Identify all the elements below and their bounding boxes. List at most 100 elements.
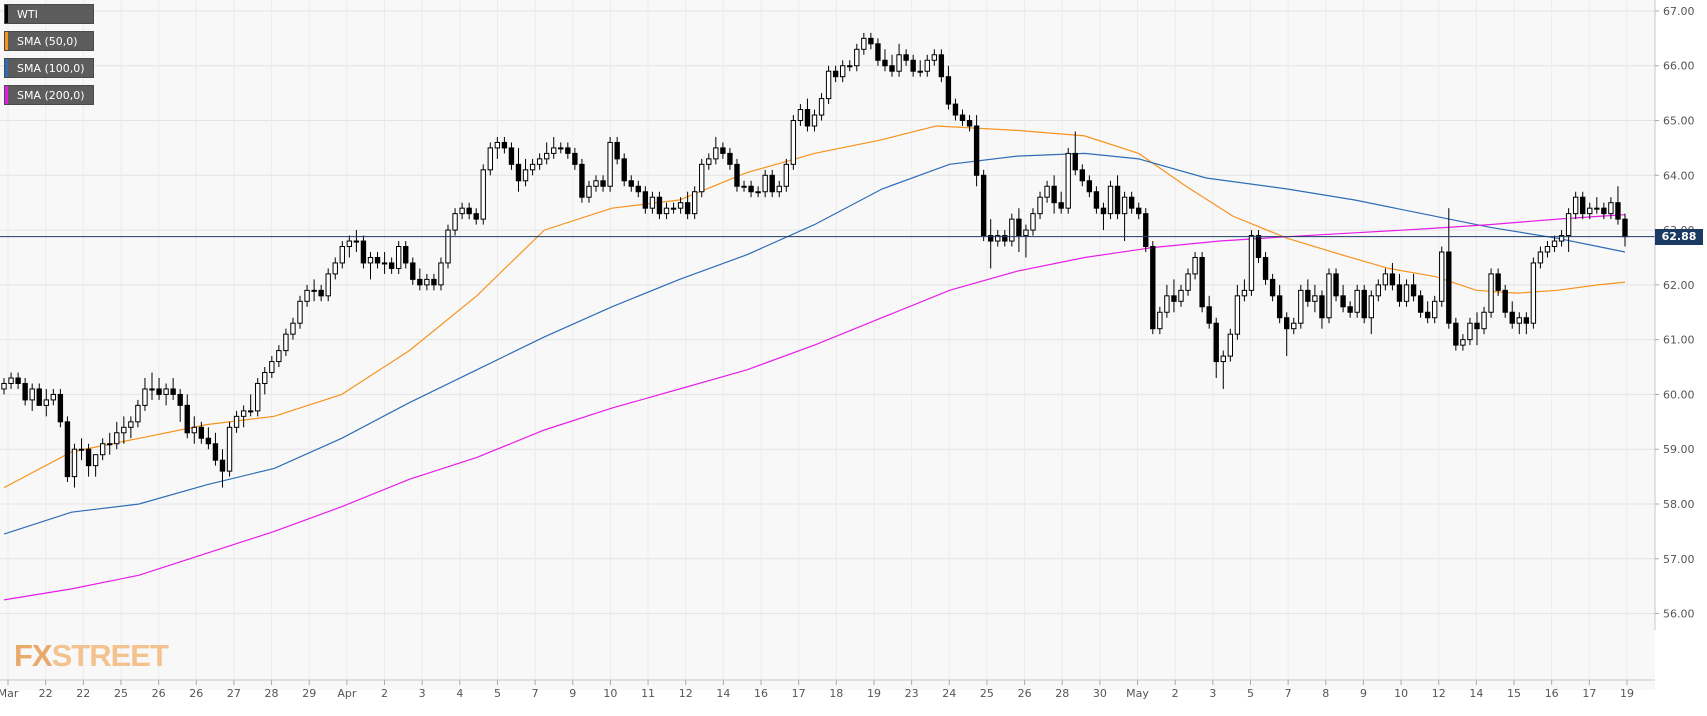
logo-street: STREET bbox=[51, 638, 169, 673]
candle-body bbox=[1544, 246, 1551, 253]
candle-body bbox=[114, 432, 120, 445]
x-tick-label: 22 bbox=[39, 687, 53, 700]
candle-body bbox=[600, 180, 606, 187]
legend-swatch bbox=[5, 32, 8, 50]
candle-body bbox=[854, 48, 860, 67]
candle-body bbox=[1319, 295, 1325, 319]
candle-body bbox=[818, 98, 825, 116]
candle-body bbox=[1227, 333, 1234, 357]
candle-body bbox=[1009, 218, 1015, 242]
candle-body bbox=[1079, 169, 1086, 182]
y-axis: 56.0057.0058.0059.0060.0061.0062.0063.00… bbox=[1654, 0, 1695, 630]
x-tick-label: 24 bbox=[942, 687, 956, 700]
x-tick-label: 5 bbox=[494, 687, 501, 700]
candle-body bbox=[593, 180, 599, 187]
x-tick-label: 2 bbox=[1172, 687, 1179, 700]
y-tick-label: 66.00 bbox=[1663, 60, 1695, 73]
candle-body bbox=[1241, 289, 1248, 297]
candle-body bbox=[706, 158, 712, 165]
candle-body bbox=[1058, 202, 1064, 209]
grid bbox=[0, 0, 1655, 680]
candle-body bbox=[332, 262, 338, 275]
y-tick-label: 64.00 bbox=[1663, 169, 1695, 182]
candle-body bbox=[1580, 196, 1586, 215]
candle-body bbox=[445, 229, 451, 264]
y-tick-label: 65.00 bbox=[1663, 115, 1695, 128]
candle-body bbox=[1375, 284, 1382, 297]
candle-body bbox=[966, 120, 973, 127]
candle-body bbox=[1389, 273, 1396, 286]
candle-body bbox=[1488, 273, 1494, 313]
candle-body bbox=[1474, 322, 1480, 330]
candle-body bbox=[776, 185, 782, 193]
x-tick-label: 28 bbox=[265, 687, 279, 700]
candle-body bbox=[1192, 256, 1198, 275]
x-tick-label: 12 bbox=[1432, 687, 1446, 700]
x-tick-label: 9 bbox=[1360, 687, 1367, 700]
x-tick-label: May bbox=[1126, 687, 1149, 700]
candle-body bbox=[438, 262, 444, 286]
candle-body bbox=[205, 437, 212, 445]
candle-body bbox=[1446, 251, 1452, 324]
candle-body bbox=[431, 278, 437, 286]
candle-body bbox=[1565, 213, 1572, 237]
candle-body bbox=[99, 443, 106, 456]
candle-body bbox=[769, 174, 775, 193]
candle-body bbox=[1248, 235, 1255, 291]
candle-body bbox=[374, 256, 381, 264]
candle-body bbox=[1051, 185, 1057, 204]
candle-body bbox=[135, 404, 141, 423]
candle-body bbox=[1023, 229, 1029, 237]
x-tick-label: 10 bbox=[603, 687, 617, 700]
candle-body bbox=[1072, 152, 1078, 171]
candle-body bbox=[762, 174, 768, 193]
candle-body bbox=[403, 246, 409, 264]
candle-body bbox=[861, 37, 867, 50]
candle-body bbox=[1234, 295, 1241, 335]
candle-body bbox=[973, 125, 980, 176]
candle-body bbox=[304, 289, 310, 302]
legend: WTI SMA (50,0) SMA (100,0) SMA (200,0) bbox=[4, 4, 94, 112]
legend-item-sma-200[interactable]: SMA (200,0) bbox=[4, 85, 94, 105]
candle-body bbox=[177, 393, 183, 406]
candle-body bbox=[1558, 235, 1565, 242]
legend-item-sma-100[interactable]: SMA (100,0) bbox=[4, 58, 94, 78]
legend-item-wti[interactable]: WTI bbox=[4, 4, 94, 24]
candle-body bbox=[1502, 289, 1508, 313]
candle-body bbox=[621, 158, 627, 182]
candle-body bbox=[1340, 295, 1346, 308]
candle-body bbox=[1354, 289, 1360, 313]
x-tick-label: 19 bbox=[867, 687, 881, 700]
candle-body bbox=[713, 147, 719, 160]
candle-body bbox=[1143, 213, 1149, 248]
plot-background bbox=[0, 0, 1655, 690]
legend-item-sma-50[interactable]: SMA (50,0) bbox=[4, 31, 94, 51]
candle-body bbox=[1551, 240, 1558, 248]
candle-body bbox=[1382, 273, 1389, 286]
candle-body bbox=[424, 278, 430, 286]
candle-body bbox=[156, 388, 162, 395]
y-tick-label: 58.00 bbox=[1663, 498, 1695, 511]
candle-body bbox=[1114, 185, 1121, 215]
candle-body bbox=[290, 322, 296, 335]
candle-body bbox=[1269, 278, 1276, 297]
candle-body bbox=[628, 180, 634, 187]
candle-body bbox=[1481, 311, 1487, 330]
candle-body bbox=[283, 333, 289, 352]
candle-body bbox=[677, 202, 684, 209]
candle-body bbox=[1368, 295, 1374, 319]
candle-body bbox=[797, 109, 804, 122]
candle-body bbox=[783, 163, 789, 187]
x-tick-label: 28 bbox=[1055, 687, 1069, 700]
candle-body bbox=[699, 163, 705, 193]
candle-body bbox=[635, 185, 641, 193]
candle-body bbox=[1030, 213, 1036, 231]
x-tick-label: 23 bbox=[905, 687, 919, 700]
candle-body bbox=[1608, 202, 1614, 215]
candle-body bbox=[473, 213, 479, 220]
x-tick-label: 15 bbox=[1507, 687, 1521, 700]
candle-body bbox=[417, 278, 423, 286]
y-tick-label: 62.00 bbox=[1663, 279, 1695, 292]
candle-body bbox=[1178, 289, 1184, 302]
